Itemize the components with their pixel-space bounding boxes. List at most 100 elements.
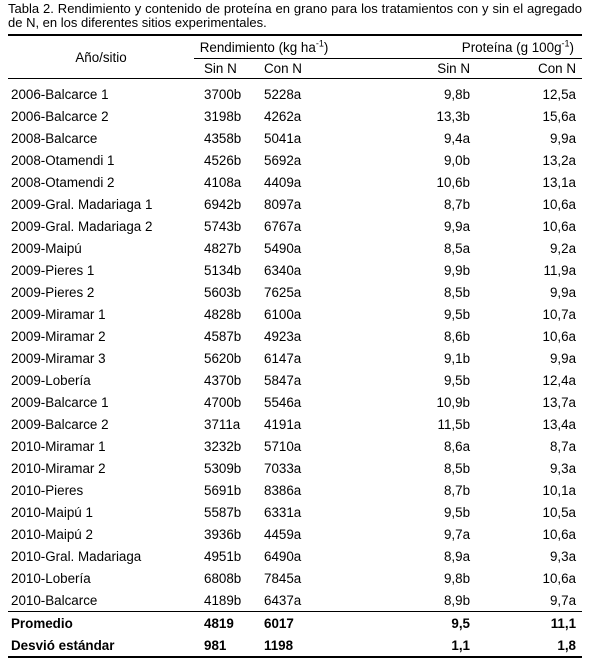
- table-row: 2010-Miramar 2 5309b 7033a 8,5b 9,3a: [8, 457, 582, 479]
- cell-y-sin: 5620b: [204, 350, 242, 366]
- cell-y-sin: 3232b: [204, 438, 242, 454]
- table-row: 2009-Pieres 1 5134b 6340a 9,9b 11,9a: [8, 259, 582, 281]
- header-yield-label: Rendimiento (kg ha: [199, 39, 316, 55]
- cell-p-con: 13,7a: [542, 394, 577, 410]
- document-page: Tabla 2. Rendimiento y contenido de prot…: [8, 1, 583, 658]
- cell-p-con: 10,5a: [542, 504, 577, 520]
- table-row: 2009-Miramar 3 5620b 6147a 9,1b 9,9a: [8, 347, 582, 369]
- header-protein-group: Proteína (g 100g-1): [334, 34, 583, 59]
- cell-site: 2010-Gral. Madariaga: [11, 548, 142, 564]
- cell-y-con: 6767a: [264, 218, 302, 234]
- header-protein-con-n: Con N: [470, 58, 583, 79]
- cell-p-sin: 9,0b: [443, 152, 471, 168]
- cell-y-con: 6100a: [264, 306, 302, 322]
- cell-y-con: 4262a: [264, 108, 302, 124]
- cell-p-con: 10,6a: [542, 328, 577, 344]
- table-row: 2010-Maipú 2 3936b 4459a 9,7a 10,6a: [8, 523, 582, 545]
- cell-p-con: 11,9a: [543, 262, 577, 278]
- header-site-label: Año/sitio: [75, 49, 127, 65]
- cell-p-sin: 8,5b: [443, 460, 471, 476]
- cell-y-sin: 4189b: [204, 592, 242, 608]
- cell-y-con: 4409a: [264, 174, 302, 190]
- cell-p-con: 10,6a: [542, 218, 577, 234]
- cell-site: 2009-Lobería: [11, 372, 91, 388]
- cell-y-con: 8386a: [264, 482, 302, 498]
- cell-y-sin: 5603b: [204, 284, 242, 300]
- cell-y-con: 4459a: [264, 526, 302, 542]
- header-yield-end: ): [323, 39, 329, 55]
- summary-cell-y-sin: 4819: [194, 611, 256, 634]
- cell-p-sin: 8,7b: [443, 482, 471, 498]
- cell-p-sin: 8,5a: [443, 240, 471, 256]
- table-row: 2009-Maipú 4827b 5490a 8,5a 9,2a: [8, 237, 582, 259]
- summary-cell-p-sin: 1,1: [334, 634, 471, 658]
- cell-site: 2009-Gral. Madariaga 1: [11, 196, 153, 212]
- summary-cell-p-con: 1,8: [470, 634, 583, 658]
- header-yield-sup: -1: [315, 38, 324, 49]
- summary-row: Promedio 4819 6017 9,5 11,1: [8, 611, 583, 634]
- cell-p-sin: 9,8b: [443, 570, 471, 586]
- header-protein-sup: -1: [561, 38, 570, 49]
- cell-p-sin: 9,5b: [443, 306, 471, 322]
- cell-y-con: 6331a: [264, 504, 302, 520]
- header-protein-sin-n: Sin N: [334, 58, 471, 79]
- cell-p-con: 10,6a: [542, 570, 577, 586]
- cell-p-sin: 9,7a: [443, 526, 471, 542]
- table-row: 2010-Maipú 1 5587b 6331a 9,5b 10,5a: [8, 501, 582, 523]
- cell-site: 2009-Pieres 1: [11, 262, 95, 278]
- cell-y-sin: 4951b: [204, 548, 242, 564]
- table-row: 2010-Balcarce 4189b 6437a 8,9b 9,7a: [8, 589, 582, 612]
- cell-y-sin: 4108a: [204, 174, 242, 190]
- summary-cell-p-sin: 9,5: [334, 611, 471, 634]
- table-row: 2009-Balcarce 2 3711a 4191a 11,5b 13,4a: [8, 413, 582, 435]
- table-row: 2008-Otamendi 2 4108a 4409a 10,6b 13,1a: [8, 171, 582, 193]
- cell-p-con: 8,7a: [549, 438, 577, 454]
- header-yield-sin-n: Sin N: [194, 58, 256, 79]
- cell-p-sin: 9,5b: [443, 372, 471, 388]
- summary-cell-label: Desvió estándar: [8, 634, 194, 658]
- cell-y-sin: 5743b: [204, 218, 242, 234]
- table-row: 2010-Lobería 6808b 7845a 9,8b 10,6a: [8, 567, 582, 589]
- cell-p-con: 12,5a: [542, 86, 577, 102]
- cell-p-con: 9,9a: [549, 284, 577, 300]
- cell-site: 2010-Pieres: [11, 482, 84, 498]
- cell-y-con: 6340a: [264, 262, 302, 278]
- cell-p-sin: 9,5b: [443, 504, 471, 520]
- table-caption: Tabla 2. Rendimiento y contenido de prot…: [8, 1, 582, 30]
- summary-cell-p-con: 11,1: [470, 611, 583, 634]
- cell-site: 2009-Balcarce 1: [11, 394, 109, 410]
- cell-y-sin: 6808b: [204, 570, 242, 586]
- cell-y-con: 4923a: [264, 328, 302, 344]
- cell-y-sin: 5587b: [204, 504, 242, 520]
- cell-y-sin: 4526b: [204, 152, 242, 168]
- cell-site: 2009-Miramar 3: [11, 350, 106, 366]
- cell-p-sin: 10,6b: [436, 174, 471, 190]
- cell-y-con: 7033a: [264, 460, 302, 476]
- cell-p-con: 13,4a: [542, 416, 577, 432]
- cell-p-sin: 10,9b: [436, 394, 471, 410]
- cell-p-sin: 9,9b: [443, 262, 471, 278]
- cell-p-sin: 8,9b: [443, 592, 471, 608]
- table-row: 2009-Miramar 1 4828b 6100a 9,5b 10,7a: [8, 303, 582, 325]
- cell-site: 2010-Lobería: [11, 570, 91, 586]
- table-row: 2009-Balcarce 1 4700b 5546a 10,9b 13,7a: [8, 391, 582, 413]
- cell-p-sin: 9,8b: [443, 86, 471, 102]
- cell-y-con: 6437a: [264, 592, 302, 608]
- cell-y-sin: 5691b: [204, 482, 242, 498]
- cell-p-sin: 8,6b: [443, 328, 471, 344]
- table-row: 2006-Balcarce 1 3700b 5228a 9,8b 12,5a: [8, 79, 582, 106]
- cell-y-sin: 3711a: [204, 416, 241, 432]
- cell-p-con: 12,4a: [542, 372, 577, 388]
- summary-cell-y-con: 1198: [256, 634, 335, 658]
- cell-site: 2010-Maipú 1: [11, 504, 93, 520]
- cell-y-sin: 4828b: [204, 306, 242, 322]
- cell-p-con: 9,9a: [549, 130, 577, 146]
- table-row: 2009-Lobería 4370b 5847a 9,5b 12,4a: [8, 369, 582, 391]
- cell-site: 2006-Balcarce 1: [11, 86, 109, 102]
- cell-y-sin: 4587b: [204, 328, 242, 344]
- table-row: 2009-Pieres 2 5603b 7625a 8,5b 9,9a: [8, 281, 582, 303]
- cell-p-sin: 9,4a: [443, 130, 471, 146]
- header-protein-label: Proteína (g 100g: [461, 39, 562, 55]
- summary-row: Desvió estándar 981 1198 1,1 1,8: [8, 634, 583, 658]
- cell-site: 2010-Maipú 2: [11, 526, 93, 542]
